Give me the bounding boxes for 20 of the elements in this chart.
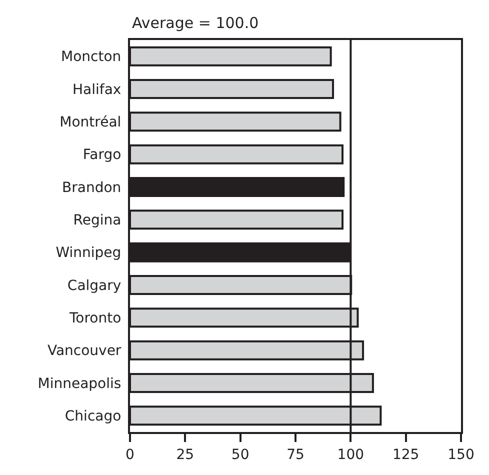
x-tick-label: 25	[176, 446, 194, 463]
y-tick-label: Fargo	[82, 147, 122, 164]
y-tick-label: Calgary	[67, 278, 122, 294]
y-tick-label: Moncton	[61, 49, 122, 66]
x-tick-label: 0	[126, 446, 134, 463]
y-tick-label: Winnipeg	[56, 245, 122, 262]
x-tick-label: 75	[286, 446, 304, 463]
y-tick-label: Toronto	[68, 310, 122, 327]
y-tick-label: Minneapolis	[38, 376, 122, 392]
x-tick-label: 125	[392, 446, 420, 463]
x-tick-label: 150	[448, 446, 474, 463]
y-tick-label: Regina	[73, 212, 122, 229]
x-tick-label: 100	[337, 446, 364, 463]
ref-line-label: Average = 100.0	[132, 14, 259, 32]
x-tick-label: 50	[231, 446, 250, 463]
y-tick-label: Brandon	[62, 180, 122, 196]
y-tick-label: Halifax	[72, 82, 122, 98]
y-tick-label: Vancouver	[47, 343, 122, 360]
y-tick-label: Chicago	[64, 408, 122, 425]
y-tick-label: Montréal	[60, 114, 122, 131]
